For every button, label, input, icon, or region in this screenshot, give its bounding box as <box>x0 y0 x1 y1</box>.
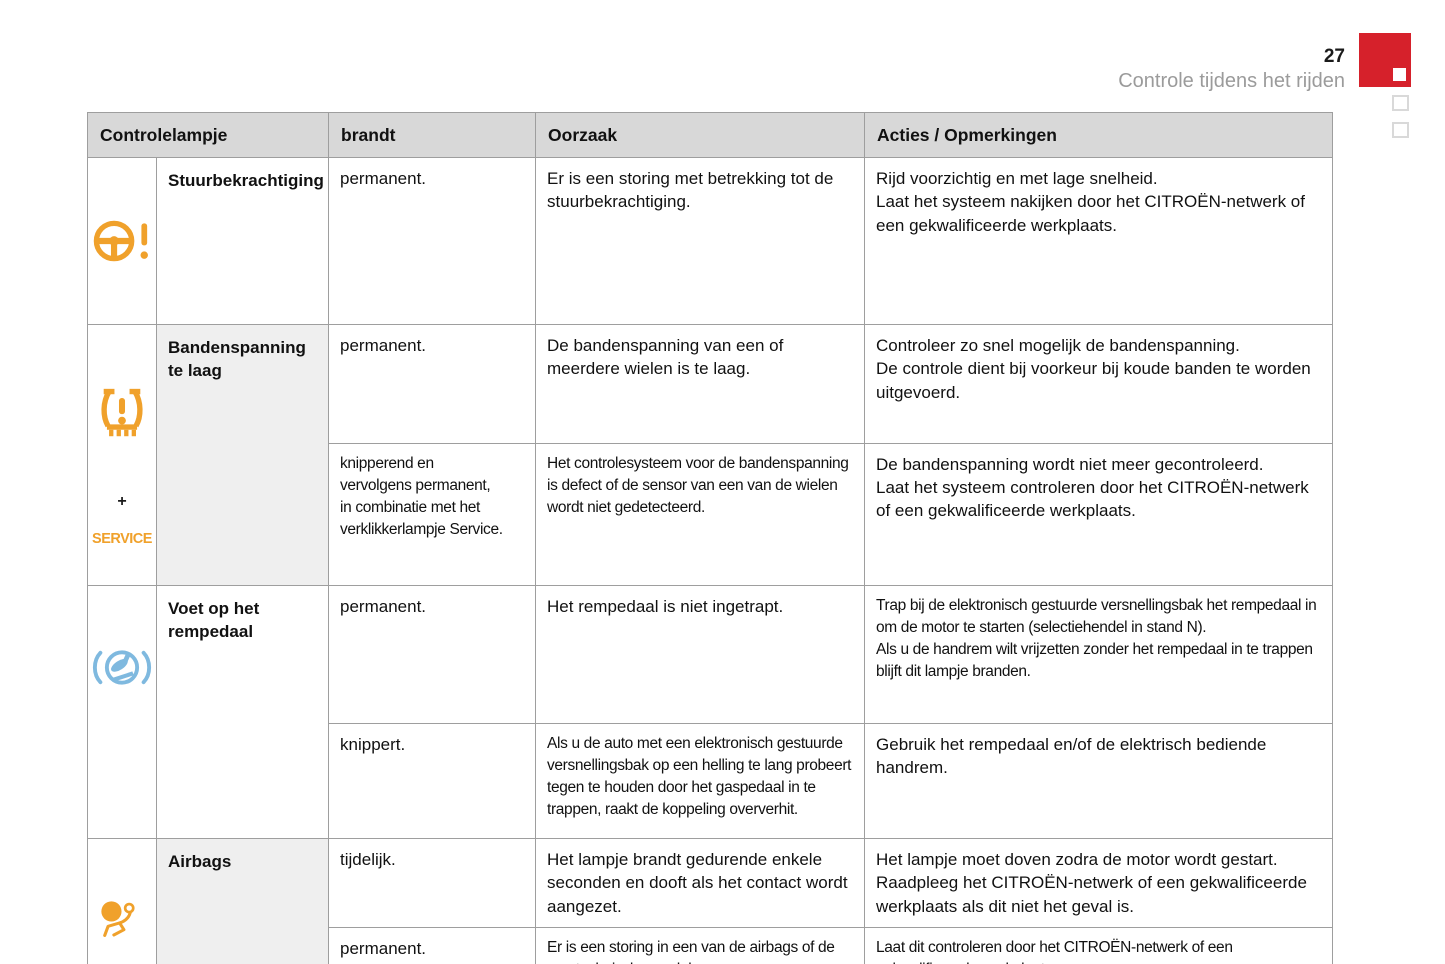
oorzaak-cell: Het lampje brandt gedurende enkele secon… <box>535 837 866 929</box>
table-row: permanent. Er is een storing in een van … <box>88 927 1334 964</box>
page-header: 27 Controle tijdens het rijden <box>1118 46 1345 93</box>
airbag-warning-icon <box>90 898 154 946</box>
decorative-square-2 <box>1392 122 1409 138</box>
acties-cell: Het lampje moet doven zodra de motor wor… <box>864 837 1334 929</box>
brandt-cell: knipperend en vervolgens permanent, in c… <box>328 442 537 586</box>
brandt-cell: tijdelijk. <box>328 837 537 929</box>
warning-icon-cell: + SERVICE <box>87 323 157 586</box>
warning-icon-cell <box>87 584 157 839</box>
service-warning-label: SERVICE <box>92 531 152 548</box>
brandt-cell: permanent. <box>328 584 537 724</box>
oorzaak-cell: Er is een storing met betrekking tot de … <box>535 157 866 325</box>
table-row: knippert. Als u de auto met een elektron… <box>88 722 1334 839</box>
oorzaak-cell: Het controlesysteem voor de bandenspanni… <box>535 442 866 586</box>
col-header-oorzaak: Oorzaak <box>535 112 866 158</box>
page-number: 27 <box>1323 46 1345 67</box>
section-title: Controle tijdens het rijden <box>1118 69 1345 92</box>
acties-cell: Controleer zo snel mogelijk de bandenspa… <box>864 323 1334 444</box>
table-row: + SERVICE Bandenspanning te laag permane… <box>87 323 1334 586</box>
oorzaak-cell: De bandenspanning van een of meerdere wi… <box>535 323 866 444</box>
brandt-cell: permanent. <box>328 157 537 325</box>
warning-label: Stuurbekrachtiging <box>155 157 330 325</box>
warning-icon-cell <box>87 157 157 325</box>
acties-cell: Rijd voorzichtig en met lage snelheid. L… <box>864 157 1334 325</box>
warning-label: Voet op het rempedaal <box>155 584 330 839</box>
acties-cell: Laat dit controleren door het CITROËN-ne… <box>864 927 1334 964</box>
decorative-square-1 <box>1392 95 1409 111</box>
oorzaak-cell: Er is een storing in een van de airbags … <box>535 927 866 964</box>
brandt-cell: permanent. <box>328 927 537 964</box>
col-header-controlelampje: Controlelampje <box>86 112 330 158</box>
plus-sign: + <box>117 493 127 511</box>
oorzaak-cell: Als u de auto met een elektronisch gestu… <box>535 722 866 839</box>
table-row: Voet op het rempedaal permanent. Het rem… <box>87 584 1334 839</box>
foot-on-brake-pedal-icon <box>90 645 154 690</box>
table-header-row: Controlelampje brandt Oorzaak Acties / O… <box>86 112 1334 158</box>
tyre-pressure-warning-icon <box>94 360 150 463</box>
col-header-acties: Acties / Opmerkingen <box>864 112 1334 158</box>
acties-cell: Gebruik het rempedaal en/of de elektrisc… <box>864 722 1334 839</box>
brandt-cell: knippert. <box>328 722 537 839</box>
table-row: Airbags tijdelijk. Het lampje brandt ged… <box>87 837 1334 964</box>
chapter-tab-marker <box>1359 33 1411 87</box>
warning-label: Airbags <box>155 837 330 964</box>
chapter-tab-inner-square <box>1393 68 1406 81</box>
brandt-cell: permanent. <box>328 323 537 444</box>
warning-lights-table: Controlelampje brandt Oorzaak Acties / O… <box>86 112 1334 964</box>
acties-cell: De bandenspanning wordt niet meer gecont… <box>864 442 1334 586</box>
col-header-brandt: brandt <box>328 112 537 158</box>
warning-label: Bandenspanning te laag <box>155 323 330 586</box>
power-steering-warning-icon <box>90 217 154 265</box>
table-row: knipperend en vervolgens permanent, in c… <box>88 442 1334 586</box>
acties-cell: Trap bij de elektronisch gestuurde versn… <box>864 584 1334 724</box>
warning-icon-cell <box>87 837 157 964</box>
oorzaak-cell: Het rempedaal is niet ingetrapt. <box>535 584 866 724</box>
table-row: Stuurbekrachtiging permanent. Er is een … <box>87 157 1334 325</box>
